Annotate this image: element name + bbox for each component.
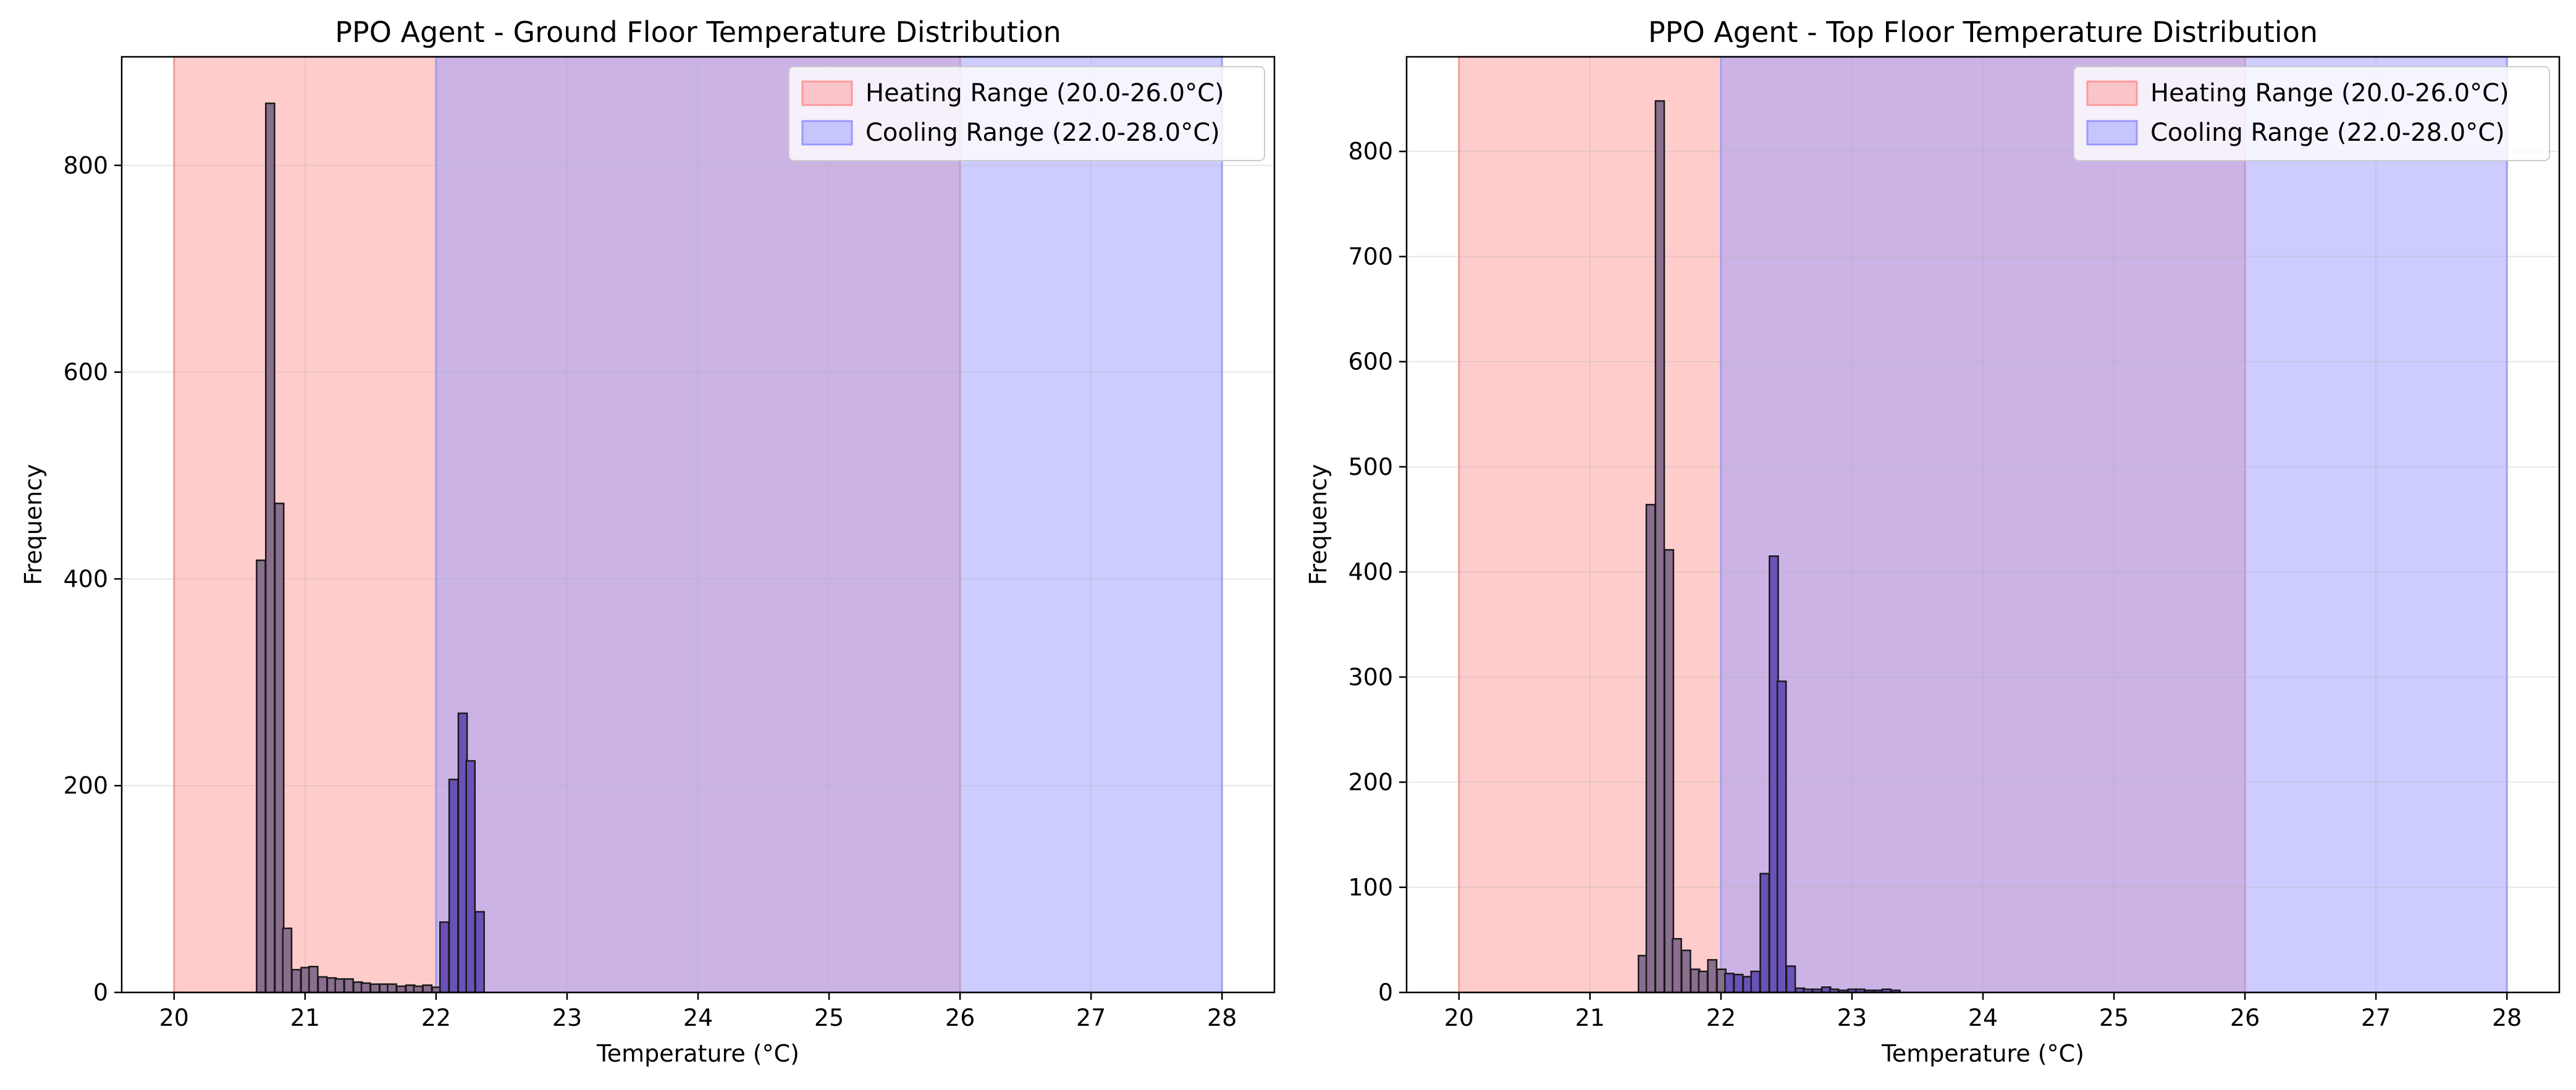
histogram-bar <box>1733 973 1744 994</box>
legend-label: Cooling Range (22.0-28.0°C) <box>865 119 1220 147</box>
histogram-bar <box>1664 549 1675 994</box>
histogram-bar <box>387 983 397 994</box>
x-tick-label: 20 <box>159 1004 189 1031</box>
histogram-bar <box>1645 503 1656 994</box>
y-tick-label: 800 <box>1348 138 1393 165</box>
chart-title: PPO Agent - Top Floor Temperature Distri… <box>1648 15 2318 49</box>
legend-box <box>2073 66 2550 161</box>
x-tick-label: 22 <box>421 1004 451 1031</box>
histogram-bar <box>1698 970 1709 994</box>
cooling-range-band <box>1720 56 2508 994</box>
y-tick-label: 500 <box>1348 453 1393 480</box>
legend-label: Heating Range (20.0-26.0°C) <box>2150 79 2509 107</box>
x-tick-label: 27 <box>1076 1004 1106 1031</box>
x-tick-label: 24 <box>683 1004 713 1031</box>
x-tick-label: 22 <box>1706 1004 1736 1031</box>
y-tick-label: 800 <box>63 152 108 179</box>
histogram-bar <box>448 778 459 994</box>
histogram-bar <box>422 984 433 994</box>
legend: Heating Range (20.0-26.0°C) Cooling Range… <box>2073 66 2550 161</box>
y-axis-label: Frequency <box>20 464 47 585</box>
histogram-bar <box>334 978 345 994</box>
x-tick-label: 23 <box>1837 1004 1867 1031</box>
histogram-bar <box>369 983 381 994</box>
legend-box <box>788 66 1265 161</box>
x-tick-label: 25 <box>814 1004 844 1031</box>
x-axis-label: Temperature (°C) <box>596 1040 799 1067</box>
x-tick-label: 23 <box>552 1004 582 1031</box>
histogram-bar <box>256 560 266 994</box>
y-tick-label: 300 <box>1348 663 1393 690</box>
y-tick-label: 400 <box>63 565 108 592</box>
y-tick-label: 600 <box>1348 348 1393 375</box>
histogram-bar <box>317 976 328 994</box>
histogram-bar <box>1681 949 1691 994</box>
legend-label: Heating Range (20.0-26.0°C) <box>865 79 1224 107</box>
histogram-bar <box>396 985 406 994</box>
x-tick-label: 26 <box>945 1004 975 1031</box>
legend-label: Cooling Range (22.0-28.0°C) <box>2150 119 2505 147</box>
x-tick-label: 28 <box>2492 1004 2522 1031</box>
x-tick-label: 24 <box>1968 1004 1998 1031</box>
chart-panel-2: 20 21 22 23 24 25 26 27 28 0 100 200 300 400 500 600 700… <box>1305 15 2561 1067</box>
histogram-bar <box>413 985 424 994</box>
chart-title: PPO Agent - Ground Floor Temperature Dis… <box>335 15 1061 49</box>
y-tick-label: 200 <box>1348 769 1393 796</box>
histogram-bar <box>265 103 276 994</box>
histogram-bar <box>465 760 476 994</box>
histogram-bar <box>439 921 450 994</box>
x-tick-label: 27 <box>2361 1004 2391 1031</box>
x-axis-label: Temperature (°C) <box>1881 1040 2084 1067</box>
legend-swatch <box>801 80 853 106</box>
y-tick-label: 600 <box>63 359 108 386</box>
x-tick-label: 26 <box>2230 1004 2260 1031</box>
chart-panel-1: 20 21 22 23 24 25 26 27 28 0 200 400 600 800 PPO Agent… <box>20 15 1276 1067</box>
y-tick-label: 200 <box>63 772 108 799</box>
y-tick-label: 100 <box>1348 874 1393 901</box>
x-tick-label: 25 <box>2099 1004 2129 1031</box>
histogram-bar <box>1785 965 1796 994</box>
y-axis-label: Frequency <box>1305 464 1332 585</box>
histogram-bar <box>343 978 354 994</box>
y-tick-label: 700 <box>1348 243 1393 270</box>
histogram-bar <box>1724 973 1735 994</box>
histogram-bar <box>1776 680 1787 994</box>
legend: Heating Range (20.0-26.0°C) Cooling Range… <box>788 66 1265 161</box>
histogram-bar <box>1672 937 1682 994</box>
x-tick-label: 21 <box>1575 1004 1605 1031</box>
histogram-bar <box>1759 873 1770 994</box>
y-tick-label: 400 <box>1348 558 1393 585</box>
histogram-bar <box>291 968 302 994</box>
y-tick-label: 0 <box>1378 979 1393 1006</box>
histogram-bar <box>274 502 285 994</box>
histogram-bar <box>360 982 371 994</box>
histogram-bar <box>282 927 293 994</box>
histogram-bar <box>1707 958 1718 994</box>
histogram-bar <box>308 965 319 994</box>
legend-swatch <box>801 120 853 146</box>
legend-swatch <box>2086 80 2138 106</box>
histogram-bar <box>1750 970 1761 994</box>
x-tick-label: 21 <box>290 1004 320 1031</box>
x-tick-label: 28 <box>1207 1004 1237 1031</box>
legend-swatch <box>2086 120 2138 146</box>
x-tick-label: 20 <box>1444 1004 1474 1031</box>
y-tick-label: 0 <box>93 979 108 1006</box>
histogram-bar <box>474 911 485 994</box>
histogram-bar <box>1654 100 1665 994</box>
